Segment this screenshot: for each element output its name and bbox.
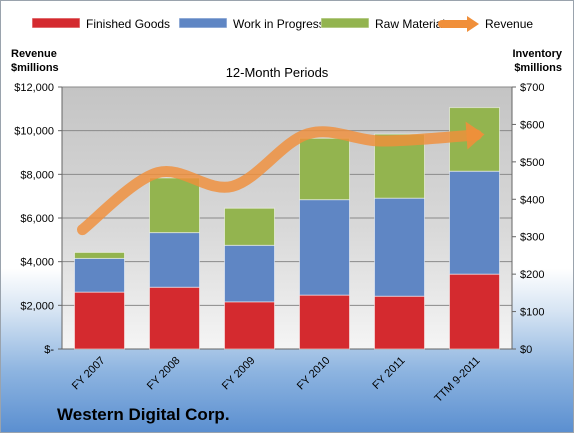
x-tick-label: TTM 9-2011	[432, 355, 482, 405]
bar-segment	[224, 244, 275, 303]
left-tick-label: $8,000	[20, 169, 54, 181]
right-tick-label: $700	[520, 82, 544, 94]
x-tick-label: FY 2009	[220, 355, 258, 393]
bar-segment	[149, 286, 200, 350]
right-tick-label: $100	[520, 307, 544, 319]
legend-label: Revenue	[485, 17, 533, 31]
bar-segment	[299, 137, 350, 201]
left-axis-label-line2: $millions	[11, 62, 59, 74]
x-tick-label: FY 2007	[70, 355, 108, 393]
legend-label: Finished Goods	[86, 17, 170, 31]
legend-label: Raw Materials	[375, 17, 451, 31]
left-axis-label-line1: Revenue	[11, 48, 57, 60]
legend-arrowhead	[467, 16, 479, 32]
bar-segment	[374, 295, 425, 350]
left-tick-label: $12,000	[14, 82, 54, 94]
x-tick-label: FY 2008	[145, 355, 183, 393]
bar-segment	[74, 251, 125, 259]
legend-swatch	[31, 17, 81, 29]
right-tick-label: $600	[520, 119, 544, 131]
right-axis-label-line1: Inventory	[512, 48, 562, 60]
bar-segment	[449, 273, 500, 350]
legend-swatch	[178, 17, 228, 29]
bar-segment	[74, 257, 125, 293]
left-tick-label: $4,000	[20, 257, 54, 269]
bar-segment	[224, 301, 275, 350]
bar-segment	[374, 197, 425, 297]
bar-segment	[449, 170, 500, 275]
bar-segment	[74, 291, 125, 350]
bar-segment	[224, 207, 275, 246]
right-tick-label: $400	[520, 194, 544, 206]
left-tick-label: $6,000	[20, 213, 54, 225]
company-name: Western Digital Corp.	[57, 405, 230, 424]
bar-segment	[299, 294, 350, 350]
right-tick-label: $500	[520, 157, 544, 169]
bar-segment	[149, 232, 200, 288]
left-tick-label: $10,000	[14, 126, 54, 138]
revenue-arrowhead	[465, 121, 485, 150]
right-axis-label-line2: $millions	[514, 62, 562, 74]
chart-title: 12-Month Periods	[226, 65, 329, 80]
bar-segment	[149, 177, 200, 234]
right-tick-label: $300	[520, 232, 544, 244]
right-tick-label: $200	[520, 269, 544, 281]
left-tick-label: $-	[44, 344, 54, 356]
right-tick-label: $0	[520, 344, 532, 356]
legend-label: Work in Progress	[233, 17, 325, 31]
x-tick-label: FY 2011	[370, 355, 407, 392]
left-tick-label: $2,000	[20, 300, 54, 312]
bar-segment	[299, 199, 350, 296]
legend-swatch	[320, 17, 370, 29]
revenue-line	[77, 126, 482, 236]
x-tick-label: FY 2010	[295, 355, 333, 393]
